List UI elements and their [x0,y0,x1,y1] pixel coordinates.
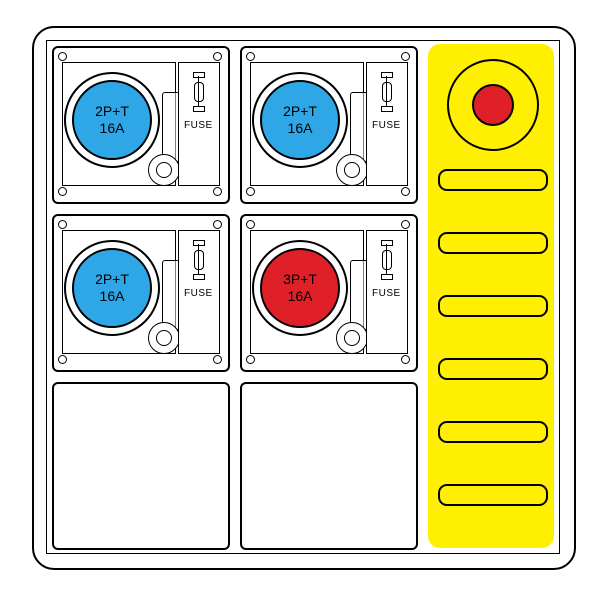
fuse-label: FUSE [372,288,401,299]
fuse-cap-bottom [381,274,393,280]
fuse-cap-top [193,240,205,246]
screw-icon [58,52,67,61]
fuse-cap-top [381,72,393,78]
blank-module [240,382,418,550]
screw-icon [401,52,410,61]
socket-rating-label: 2P+T16A [95,271,129,305]
socket-hinge-inner [156,330,172,346]
breaker-slot [438,295,548,317]
breaker-slot [438,421,548,443]
screw-icon [246,187,255,196]
screw-icon [401,355,410,364]
socket-hinge-inner [156,162,172,178]
screw-icon [246,52,255,61]
socket-rating-label: 3P+T16A [283,271,317,305]
estop-button[interactable] [472,84,514,126]
screw-icon [213,220,222,229]
socket-face[interactable]: 2P+T16A [72,80,152,160]
screw-icon [401,187,410,196]
diagram-canvas: 2P+T16A FUSE 2P+T16A FUSE 2P+T16A FUSE 3P+T16A… [0,0,600,600]
screw-icon [213,52,222,61]
socket-face[interactable]: 2P+T16A [260,80,340,160]
socket-rating-label: 2P+T16A [283,103,317,137]
breaker-slot [438,484,548,506]
fuse-wire [198,82,199,100]
breaker-slot [438,358,548,380]
screw-icon [58,355,67,364]
fuse-label: FUSE [372,120,401,131]
socket-face[interactable]: 2P+T16A [72,248,152,328]
fuse-cap-bottom [193,274,205,280]
fuse-wire [386,82,387,100]
fuse-label: FUSE [184,120,213,131]
fuse-body [194,82,204,102]
screw-icon [58,220,67,229]
socket-hinge-inner [344,162,360,178]
fuse-cap-bottom [381,106,393,112]
fuse-label: FUSE [184,288,213,299]
blank-module [52,382,230,550]
socket-rating-label: 2P+T16A [95,103,129,137]
fuse-cap-top [381,240,393,246]
fuse-cap-bottom [193,106,205,112]
fuse-wire [198,250,199,268]
fuse-cap-top [193,72,205,78]
socket-hinge-inner [344,330,360,346]
screw-icon [246,220,255,229]
screw-icon [58,187,67,196]
screw-icon [246,355,255,364]
breaker-slot [438,169,548,191]
fuse-body [382,250,392,270]
fuse-body [382,82,392,102]
socket-face[interactable]: 3P+T16A [260,248,340,328]
fuse-wire [386,250,387,268]
screw-icon [401,220,410,229]
screw-icon [213,355,222,364]
fuse-body [194,250,204,270]
breaker-slot [438,232,548,254]
screw-icon [213,187,222,196]
